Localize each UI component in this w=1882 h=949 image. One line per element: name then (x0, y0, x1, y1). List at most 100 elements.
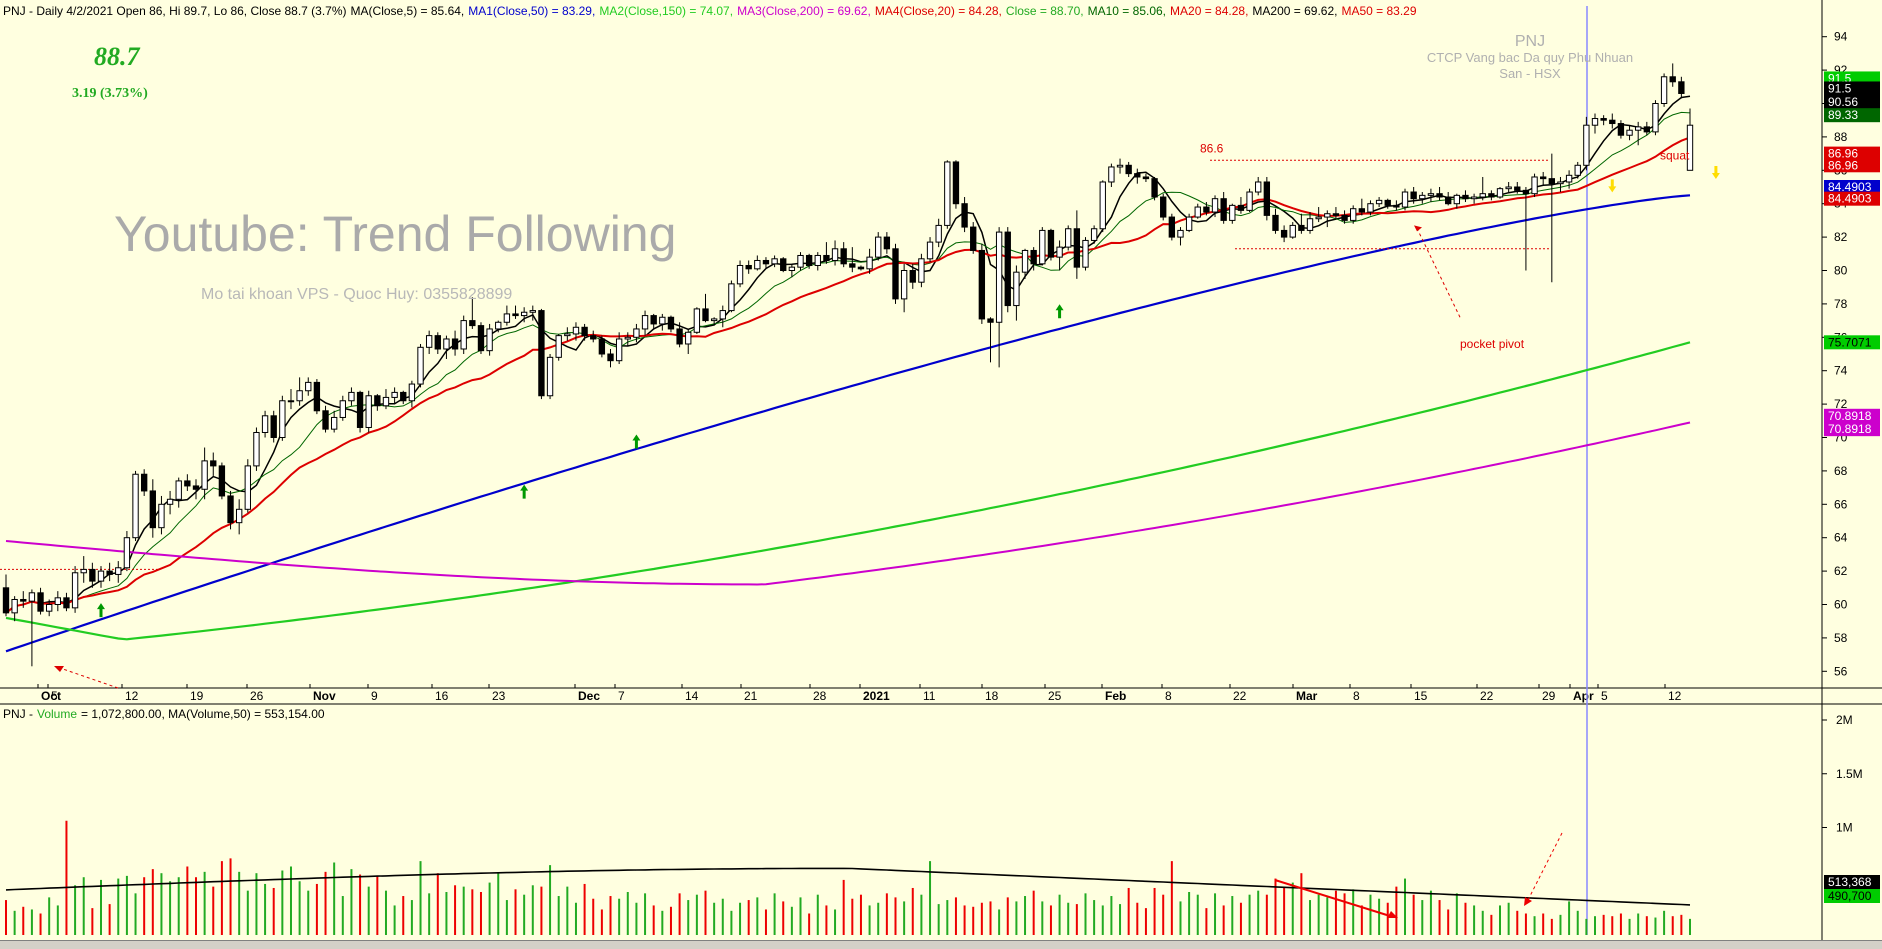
candle-body-43 (374, 395, 381, 407)
candle-body-53 (460, 320, 467, 350)
price-tick-label-13: 82 (1834, 230, 1848, 244)
x-tick-label-16: 18 (985, 689, 999, 703)
candle-body-176 (1522, 189, 1530, 195)
candle-body-167 (1445, 196, 1452, 205)
candle-body-95 (823, 254, 830, 261)
price-header-item-3: MA2(Close,150) = 74.07, (599, 4, 734, 18)
candle-body-62 (538, 310, 545, 397)
candle-body-36 (313, 381, 321, 412)
candle-body-143 (1237, 204, 1245, 211)
candle-body-71 (615, 338, 623, 362)
candle-body-44 (382, 396, 390, 407)
candle-body-19 (166, 498, 174, 505)
candle-body-72 (624, 336, 631, 340)
candle-body-102 (883, 236, 891, 250)
candle-body-119 (1030, 249, 1037, 265)
watermark: Youtube: Trend Following (114, 206, 677, 262)
candle-body-27 (235, 508, 243, 524)
candle-body-38 (330, 416, 338, 430)
candle-body-54 (469, 320, 476, 327)
x-tick-label-11: 14 (685, 689, 699, 703)
candle-body-144 (1246, 191, 1253, 211)
candle-body-2 (20, 598, 27, 602)
candle-body-101 (875, 236, 882, 258)
price-tag-1: 91.5 (1828, 81, 1852, 95)
candle-body-88 (762, 259, 770, 265)
ma-line-ma2-close-150- (5, 341, 1691, 641)
candle-body-46 (400, 391, 407, 402)
symbol-info: PNJ CTCP Vang bac Da quy Phu Nhuan San -… (1380, 34, 1680, 82)
volume-header-item-0: PNJ - (3, 707, 33, 721)
x-tick-label-9: Dec (578, 689, 600, 703)
candle-body-172 (1488, 193, 1495, 198)
volume-ma-line (5, 867, 1691, 906)
candle-body-114 (987, 318, 994, 323)
sheet-tab-bar[interactable] (0, 940, 1882, 949)
ma-line-ma4-close-20- (5, 136, 1691, 614)
candle-body-41 (356, 391, 364, 428)
candle-body-35 (305, 381, 312, 392)
price-tick-label-0: 56 (1834, 664, 1848, 678)
volume-header-item-2: = 1,072,800.00, MA(Volume,50) = 553,154.… (81, 707, 325, 721)
candle-body-61 (529, 310, 536, 313)
x-tick-label-1: 5 (51, 689, 58, 703)
x-tick-label-8: 23 (492, 689, 506, 703)
candle-body-45 (391, 391, 398, 398)
annotation-pocket-pivot: pocket pivot (1460, 337, 1525, 351)
candle-body-165 (1427, 193, 1435, 196)
candle-body-3 (28, 592, 36, 602)
candle-body-110 (952, 161, 960, 205)
x-tick-label-21: Mar (1296, 689, 1318, 703)
candle-body-39 (339, 400, 346, 418)
candle-body-186 (1609, 119, 1616, 125)
candle-body-154 (1332, 213, 1340, 216)
price-header-item-10: MA50 = 83.29 (1341, 4, 1417, 18)
candle-body-116 (1004, 231, 1011, 307)
watermark-sub: Mo tai khoan VPS - Quoc Huy: 0355828899 (201, 286, 513, 303)
candle-body-142 (1229, 204, 1236, 221)
candle-body-97 (840, 248, 847, 265)
candle-body-182 (1574, 164, 1581, 176)
candle-body-83 (719, 310, 726, 320)
x-tick-label-12: 21 (744, 689, 758, 703)
candle-body-79 (685, 331, 692, 345)
candle-body-34 (296, 390, 303, 402)
candle-body-84 (728, 283, 735, 312)
symbol: PNJ (1514, 33, 1546, 50)
candle-body-155 (1341, 214, 1348, 221)
pocket-pivot-arrowhead (1414, 225, 1422, 232)
candle-body-177 (1531, 176, 1538, 195)
candle-body-127 (1099, 181, 1106, 230)
candle-body-77 (667, 316, 675, 330)
price-change: 3.19 (3.73%) (72, 86, 148, 101)
volume-pointer (1527, 832, 1563, 901)
candle-body-89 (771, 258, 778, 265)
candle-body-76 (659, 316, 666, 325)
volume-header: PNJ - Volume = 1,072,800.00, MA(Volume,50)… (3, 707, 329, 721)
candle-body-161 (1393, 204, 1400, 208)
price-tick-label-3: 62 (1834, 564, 1848, 578)
price-tick-label-1: 58 (1834, 631, 1848, 645)
candle-body-121 (1047, 229, 1055, 258)
x-tick-label-22: 8 (1353, 689, 1360, 703)
signal-arrow-0 (1608, 179, 1617, 193)
candle-body-169 (1462, 194, 1469, 200)
x-tick-label-17: 25 (1048, 689, 1062, 703)
price-header-item-1: MA(Close,5) = 85.64, (350, 4, 465, 18)
ma-line-ma3-close-200- (5, 421, 1691, 586)
candle-body-137 (1185, 216, 1193, 231)
price-header-item-5: MA4(Close,20) = 84.28, (874, 4, 1002, 18)
candle-body-90 (780, 258, 787, 271)
candle-body-152 (1315, 216, 1322, 220)
candle-body-109 (944, 161, 951, 226)
candle-body-153 (1324, 213, 1331, 218)
candle-body-92 (797, 254, 804, 268)
x-tick-label-28: 12 (1668, 689, 1682, 703)
candle-body-158 (1367, 203, 1374, 213)
candle-body-173 (1496, 188, 1504, 198)
price-tag-bg-7 (1824, 191, 1880, 206)
candle-body-171 (1479, 193, 1486, 198)
candle-body-48 (417, 346, 424, 385)
candle-body-106 (918, 258, 925, 283)
